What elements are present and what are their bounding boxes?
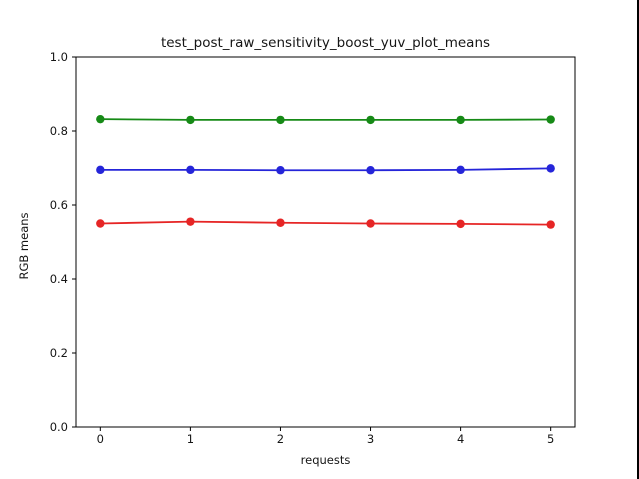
data-point-green — [366, 115, 375, 125]
data-point-green — [96, 114, 105, 124]
data-point-red — [186, 217, 195, 226]
x-tick-label: 1 — [187, 432, 194, 446]
x-tick-label: 3 — [367, 432, 374, 446]
x-tick-label: 0 — [97, 432, 104, 446]
data-point-red — [96, 219, 105, 228]
y-tick-label: 0.6 — [50, 198, 68, 212]
axes-frame — [75, 56, 576, 428]
data-point-red — [276, 218, 285, 227]
screen-right-edge — [637, 0, 639, 479]
x-tick-label: 5 — [547, 432, 554, 446]
x-tick-label: 2 — [277, 432, 284, 446]
data-point-blue — [186, 165, 195, 175]
y-tick-label: 0.2 — [50, 346, 68, 360]
x-tick-label: 4 — [457, 432, 464, 446]
data-point-blue — [366, 166, 375, 175]
y-tick-label: 1.0 — [50, 50, 68, 64]
y-tick-label: 0.4 — [50, 272, 68, 286]
series-line-blue — [99, 167, 552, 172]
series-line-green — [99, 118, 552, 121]
y-tick-label: 0.8 — [50, 124, 68, 138]
x-axis-label: requests — [300, 453, 351, 467]
data-point-red — [366, 219, 375, 228]
series-line-red — [99, 220, 552, 226]
y-tick-label: 0.0 — [50, 420, 68, 434]
data-point-blue — [276, 166, 285, 175]
data-point-green — [186, 115, 195, 125]
chart-title: test_post_raw_sensitivity_boost_yuv_plot… — [160, 35, 491, 51]
data-point-blue — [546, 164, 555, 173]
data-point-green — [546, 115, 555, 124]
data-point-blue — [96, 165, 105, 175]
data-point-blue — [456, 165, 465, 175]
data-point-green — [456, 115, 465, 125]
y-axis-label: RGB means — [17, 212, 31, 280]
data-point-red — [546, 220, 555, 229]
data-point-green — [276, 115, 285, 125]
data-point-red — [456, 219, 465, 229]
